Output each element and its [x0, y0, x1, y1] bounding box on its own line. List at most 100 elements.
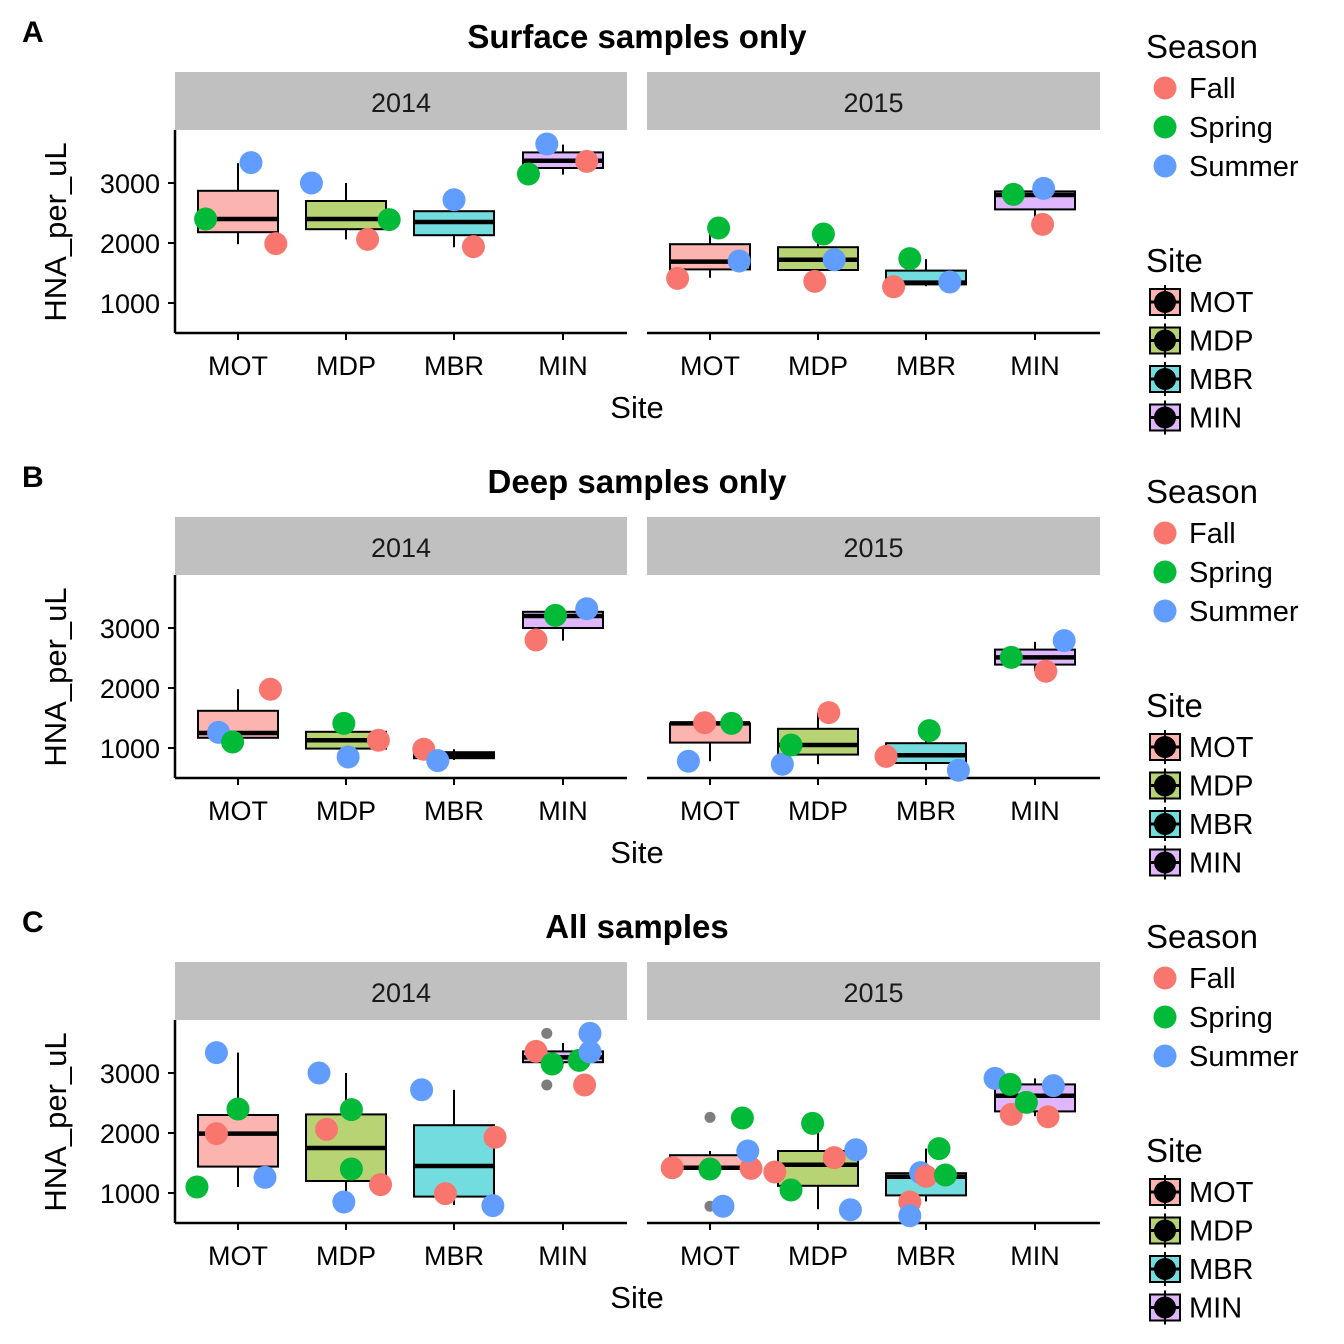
- legend-site-title: Site: [1146, 687, 1203, 724]
- box-body: [413, 1124, 495, 1198]
- legend-site-key: [1149, 768, 1181, 803]
- y-axis-label: HNA_per_uL: [38, 1032, 73, 1211]
- box-mbr: [413, 1089, 495, 1205]
- x-tick-label: MDP: [788, 796, 848, 826]
- x-tick-label: MIN: [538, 1241, 588, 1271]
- x-tick-label: MDP: [316, 351, 376, 381]
- point-mdp-summer: [838, 1198, 862, 1222]
- panel-label: C: [22, 906, 44, 939]
- point-min-fall: [573, 1073, 597, 1097]
- point-min-spring: [998, 1072, 1022, 1096]
- legend-site-key: [1149, 730, 1181, 764]
- legend-season-label: Summer: [1189, 1041, 1299, 1073]
- point-mbr-fall: [433, 1182, 457, 1206]
- x-tick-label: MBR: [896, 796, 956, 826]
- point-mdp-fall: [369, 1173, 393, 1197]
- point-mot-summer: [253, 1165, 277, 1189]
- legend-site-dot: [1154, 851, 1176, 874]
- legend-site-label: MBR: [1189, 1254, 1253, 1286]
- x-tick-label: MDP: [788, 351, 848, 381]
- x-tick-label: MBR: [896, 1241, 956, 1271]
- x-axis-label: Site: [610, 1280, 663, 1315]
- point-mot-fall: [666, 266, 690, 290]
- x-tick-label: MIN: [1010, 796, 1060, 826]
- facet-strip-label: 2014: [371, 978, 431, 1008]
- point-mbr-summer: [442, 188, 466, 212]
- point-min-spring: [999, 645, 1023, 669]
- point-min-summer: [1032, 176, 1056, 200]
- point-mbr-summer: [481, 1194, 505, 1218]
- point-min-spring: [540, 1052, 564, 1076]
- facet-strip-label: 2015: [843, 978, 903, 1008]
- point-mot-fall: [739, 1156, 763, 1180]
- legend-site-label: MBR: [1189, 364, 1253, 396]
- x-tick-label: MIN: [538, 796, 588, 826]
- point-mbr-fall: [882, 275, 906, 299]
- point-mdp-summer: [307, 1061, 331, 1085]
- x-axis-label: Site: [610, 835, 663, 870]
- panel-title: Surface samples only: [467, 18, 807, 55]
- y-tick-label: 3000: [100, 614, 160, 644]
- legend-site-label: MDP: [1189, 326, 1253, 358]
- point-min-fall: [1031, 212, 1055, 236]
- x-tick-label: MOT: [680, 1241, 740, 1271]
- point-mdp-fall: [803, 269, 827, 293]
- legend-site-dot: [1154, 774, 1176, 797]
- legend-site-dot: [1154, 736, 1176, 758]
- facet-2014: 2014 MOT MDP MBR MIN: [175, 517, 627, 826]
- point-mot-spring: [698, 1157, 722, 1181]
- point-mbr-spring: [933, 1163, 957, 1187]
- outlier-point: [541, 1027, 553, 1039]
- x-tick-label: MIN: [1010, 351, 1060, 381]
- box-body: [305, 200, 387, 231]
- point-min-summer: [578, 1040, 602, 1064]
- point-mbr-spring: [927, 1137, 951, 1161]
- point-min-summer: [1052, 629, 1076, 653]
- facet-2014: 2014 MOT MDP MBR MIN: [175, 962, 627, 1271]
- point-mdp-fall: [822, 1146, 846, 1170]
- facet-2015: 2015 MOT MDP MBR MIN: [647, 517, 1100, 826]
- legend-site-label: MIN: [1189, 848, 1242, 880]
- box-mdp: [305, 183, 387, 240]
- y-tick-label: 1000: [100, 289, 160, 319]
- point-mot-fall: [264, 232, 288, 256]
- legend-season-label: Fall: [1189, 963, 1236, 995]
- legend-site-label: MBR: [1189, 809, 1253, 841]
- point-mdp-fall: [366, 728, 390, 752]
- legend-site-key: [1149, 323, 1181, 358]
- facet-strip: [647, 72, 1100, 130]
- facet-strip: [175, 517, 627, 575]
- legend-site-label: MIN: [1189, 1293, 1242, 1325]
- legend-season-label: Spring: [1189, 112, 1273, 144]
- point-mdp-fall: [356, 227, 380, 251]
- x-tick-label: MBR: [424, 351, 484, 381]
- point-mdp-spring: [332, 711, 356, 735]
- point-mot-summer: [727, 249, 751, 273]
- point-mbr-fall: [874, 744, 898, 768]
- point-mot-fall: [204, 1122, 228, 1146]
- legend-season-swatch: [1153, 966, 1177, 990]
- point-mdp-spring: [801, 1111, 825, 1135]
- legend-site-dot: [1154, 368, 1176, 390]
- panel-title: Deep samples only: [488, 463, 788, 500]
- panel-label: B: [22, 461, 44, 494]
- point-min-summer: [535, 132, 559, 156]
- legend-site-key: [1149, 400, 1181, 435]
- facet-strip-label: 2015: [843, 88, 903, 118]
- x-tick-label: MBR: [896, 351, 956, 381]
- y-tick-label: 1000: [100, 734, 160, 764]
- point-mdp-summer: [844, 1138, 868, 1162]
- legend-season-swatch: [1153, 560, 1177, 584]
- legend-site-dot: [1154, 1219, 1176, 1242]
- legend-season-title: Season: [1146, 28, 1258, 65]
- y-tick-label: 3000: [100, 1059, 160, 1089]
- point-mdp-spring: [811, 222, 835, 246]
- x-tick-label: MOT: [208, 796, 268, 826]
- legend-site-key: [1149, 1213, 1181, 1248]
- legend-site-label: MDP: [1189, 771, 1253, 803]
- legend-season-title: Season: [1146, 918, 1258, 955]
- point-min-fall: [524, 1039, 548, 1063]
- point-mdp-spring: [779, 733, 803, 757]
- point-mbr-summer: [938, 270, 962, 294]
